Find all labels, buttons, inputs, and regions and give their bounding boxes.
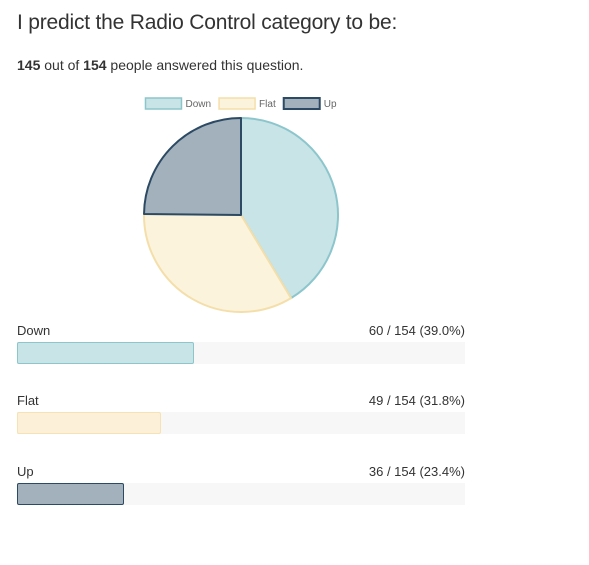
pie-slice-down (240, 117, 339, 300)
legend-swatch-down (144, 97, 183, 110)
pie-slices (143, 117, 339, 313)
legend-swatch-up (282, 97, 321, 110)
summary-suffix-text: people answered this question. (106, 57, 304, 73)
result-row-up: Up 36 / 154 (23.4%) (17, 464, 465, 524)
pie-slice-flat (143, 212, 293, 313)
legend-label-up: Up (324, 99, 337, 110)
pie-slice-up (143, 117, 242, 216)
result-row-down: Down 60 / 154 (39.0%) (17, 323, 465, 383)
result-count: 60 / 154 (39.0%) (368, 323, 465, 338)
result-bar-fill (17, 412, 161, 434)
result-count: 36 / 154 (23.4%) (368, 464, 465, 479)
pie-chart: Down Flat Up (143, 97, 339, 313)
legend-swatch-flat (218, 97, 256, 110)
answered-count: 145 (17, 57, 41, 73)
total-count: 154 (83, 57, 107, 73)
legend-label-flat: Flat (259, 99, 276, 110)
result-bar-track (17, 483, 465, 505)
question-title: I predict the Radio Control category to … (17, 11, 398, 34)
result-bar-track (17, 412, 465, 434)
legend-label-down: Down (185, 99, 211, 110)
chart-legend: Down Flat Up (144, 97, 337, 110)
result-bar-fill (17, 483, 124, 505)
response-summary: 145 out of 154 people answered this ques… (17, 57, 303, 73)
summary-between-text: out of (40, 57, 84, 73)
result-bar-fill (17, 342, 194, 364)
result-count: 49 / 154 (31.8%) (368, 393, 465, 408)
result-bar-track (17, 342, 465, 364)
result-label: Flat (17, 393, 39, 408)
result-label: Down (17, 323, 51, 338)
result-row-flat: Flat 49 / 154 (31.8%) (17, 393, 465, 453)
result-label: Up (17, 464, 34, 479)
